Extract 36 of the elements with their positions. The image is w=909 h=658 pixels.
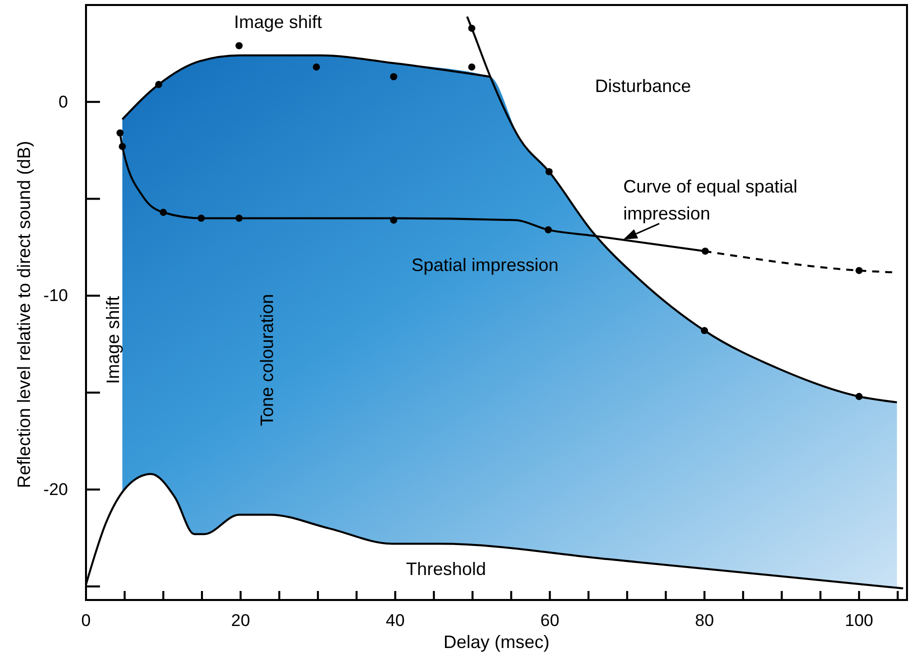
- point: [236, 42, 243, 50]
- point: [544, 226, 552, 234]
- x-tick-label: 0: [81, 611, 91, 630]
- y-tick-label: 0: [58, 92, 68, 112]
- x-tick-label: 100: [844, 611, 874, 630]
- point: [856, 392, 863, 400]
- y-tick-label: -20: [43, 480, 68, 499]
- annotation: Image shift: [234, 12, 322, 32]
- point: [390, 73, 398, 80]
- annotation: Tone colouration: [257, 294, 277, 426]
- point: [468, 24, 476, 32]
- point: [546, 168, 553, 176]
- point: [118, 142, 126, 150]
- x-tick-label: 20: [231, 611, 250, 630]
- point: [702, 248, 709, 255]
- x-tick-label: 40: [386, 611, 405, 630]
- point: [236, 214, 243, 222]
- x-axis-title: Delay (msec): [443, 632, 550, 652]
- point: [856, 266, 863, 274]
- point: [155, 80, 162, 88]
- annotation: Threshold: [406, 559, 486, 579]
- y-axis-title: Reflection level relative to direct sound (dB): [14, 140, 34, 488]
- y-tick-label: -10: [43, 286, 68, 306]
- annotation: Disturbance: [594, 76, 692, 96]
- point: [700, 327, 708, 334]
- point: [390, 216, 398, 224]
- x-tick-label: 80: [694, 611, 714, 630]
- point: [160, 208, 167, 216]
- x-tick-label: 60: [540, 611, 560, 630]
- point: [116, 129, 124, 136]
- point: [312, 63, 320, 71]
- point: [198, 214, 205, 222]
- annotation: Curve of equal spatial impression: [623, 176, 798, 224]
- annotation: Spatial impression: [411, 255, 559, 275]
- annotation: Image shift: [103, 296, 123, 384]
- point: [468, 63, 476, 71]
